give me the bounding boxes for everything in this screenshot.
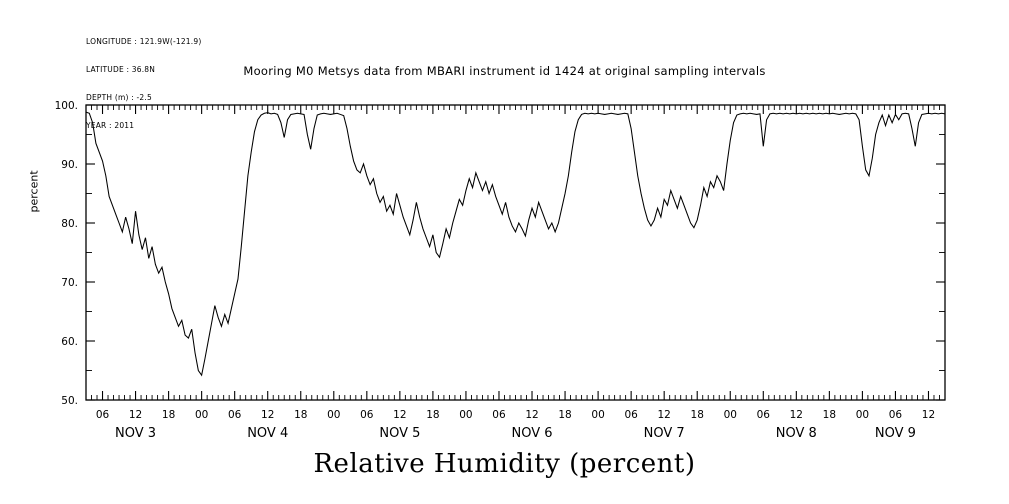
x-tick-label: 12 (129, 409, 142, 421)
x-day-label: NOV 6 (512, 426, 553, 441)
longitude-text: LONGITUDE : 121.9W(-121.9) (86, 36, 202, 46)
latitude-text: LATITUDE : 36.8N (86, 65, 156, 75)
x-tick-label: 00 (856, 409, 869, 421)
chart-caption: Relative Humidity (percent) (313, 449, 696, 479)
x-day-label: NOV 9 (875, 426, 916, 441)
y-tick-label: 80. (61, 218, 78, 230)
x-tick-label: 06 (360, 409, 374, 421)
x-tick-label: 06 (624, 409, 638, 421)
x-tick-label: 18 (823, 409, 836, 421)
x-tick-label: 12 (261, 409, 274, 421)
x-tick-label: 12 (922, 409, 935, 421)
x-tick-label: 06 (757, 409, 771, 421)
x-tick-label: 00 (724, 409, 737, 421)
y-tick-label: 90. (61, 159, 78, 171)
x-tick-label: 12 (790, 409, 803, 421)
x-tick-label: 18 (691, 409, 704, 421)
x-tick-label: 12 (525, 409, 538, 421)
year-text: YEAR : 2011 (86, 121, 135, 131)
x-tick-label: 18 (294, 409, 307, 421)
depth-text: DEPTH (m) : -2.5 (86, 93, 152, 103)
x-tick-label: 00 (459, 409, 472, 421)
y-tick-label: 60. (61, 336, 78, 348)
x-tick-label: 18 (558, 409, 571, 421)
x-day-label: NOV 3 (115, 426, 156, 441)
x-tick-label: 00 (591, 409, 604, 421)
x-tick-label: 00 (195, 409, 208, 421)
x-tick-label: 12 (393, 409, 406, 421)
x-tick-label: 18 (426, 409, 439, 421)
x-tick-label: 18 (162, 409, 175, 421)
x-tick-label: 06 (96, 409, 110, 421)
x-tick-label: 06 (492, 409, 506, 421)
humidity-trace (85, 111, 946, 377)
x-tick-label: 06 (228, 409, 242, 421)
x-day-label: NOV 8 (776, 426, 817, 441)
y-tick-label: 100. (55, 100, 78, 112)
y-tick-label: 50. (61, 395, 78, 407)
chart-title: Mooring M0 Metsys data from MBARI instru… (243, 64, 766, 78)
x-tick-label: 00 (327, 409, 340, 421)
x-day-label: NOV 4 (247, 426, 288, 441)
x-tick-label: 06 (889, 409, 903, 421)
x-tick-label: 12 (657, 409, 670, 421)
y-tick-label: 70. (61, 277, 78, 289)
metadata-block: LONGITUDE : 121.9W(-121.9) LATITUDE : 36… (86, 18, 201, 140)
x-day-label: NOV 7 (644, 426, 685, 441)
x-day-label: NOV 5 (379, 426, 420, 441)
